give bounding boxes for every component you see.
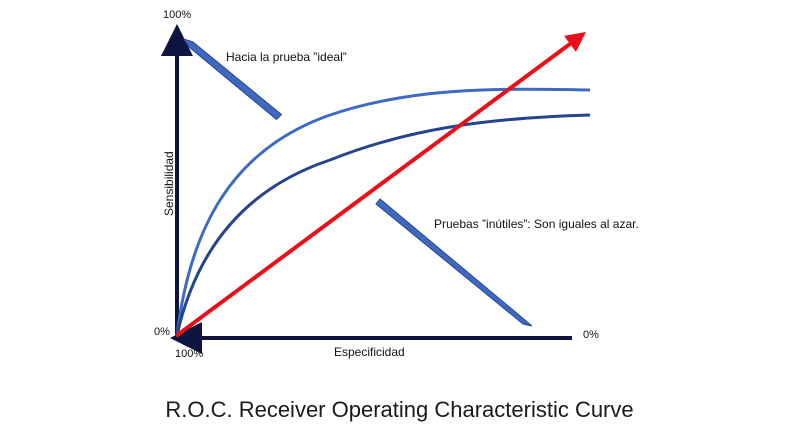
y-axis-title: Sensibilidad xyxy=(162,151,176,216)
arrow-toward-useless xyxy=(375,198,533,327)
chance-diagonal xyxy=(174,32,587,338)
roc-curve-upper xyxy=(175,87,591,336)
x-left-label: 100% xyxy=(175,348,204,360)
x-right-label: 0% xyxy=(583,329,599,341)
x-axis-title: Especificidad xyxy=(334,345,405,359)
diagram-title: R.O.C. Receiver Operating Characteristic… xyxy=(165,397,634,422)
y-top-label: 100% xyxy=(163,9,192,21)
arrow-toward-ideal xyxy=(182,38,283,121)
annotation-ideal: Hacia la prueba ”ideal” xyxy=(226,50,347,64)
annotation-useless: Pruebas ”inútiles”: Son iguales al azar. xyxy=(434,217,639,231)
y-bottom-label: 0% xyxy=(154,326,170,338)
roc-curve-lower xyxy=(175,113,591,336)
